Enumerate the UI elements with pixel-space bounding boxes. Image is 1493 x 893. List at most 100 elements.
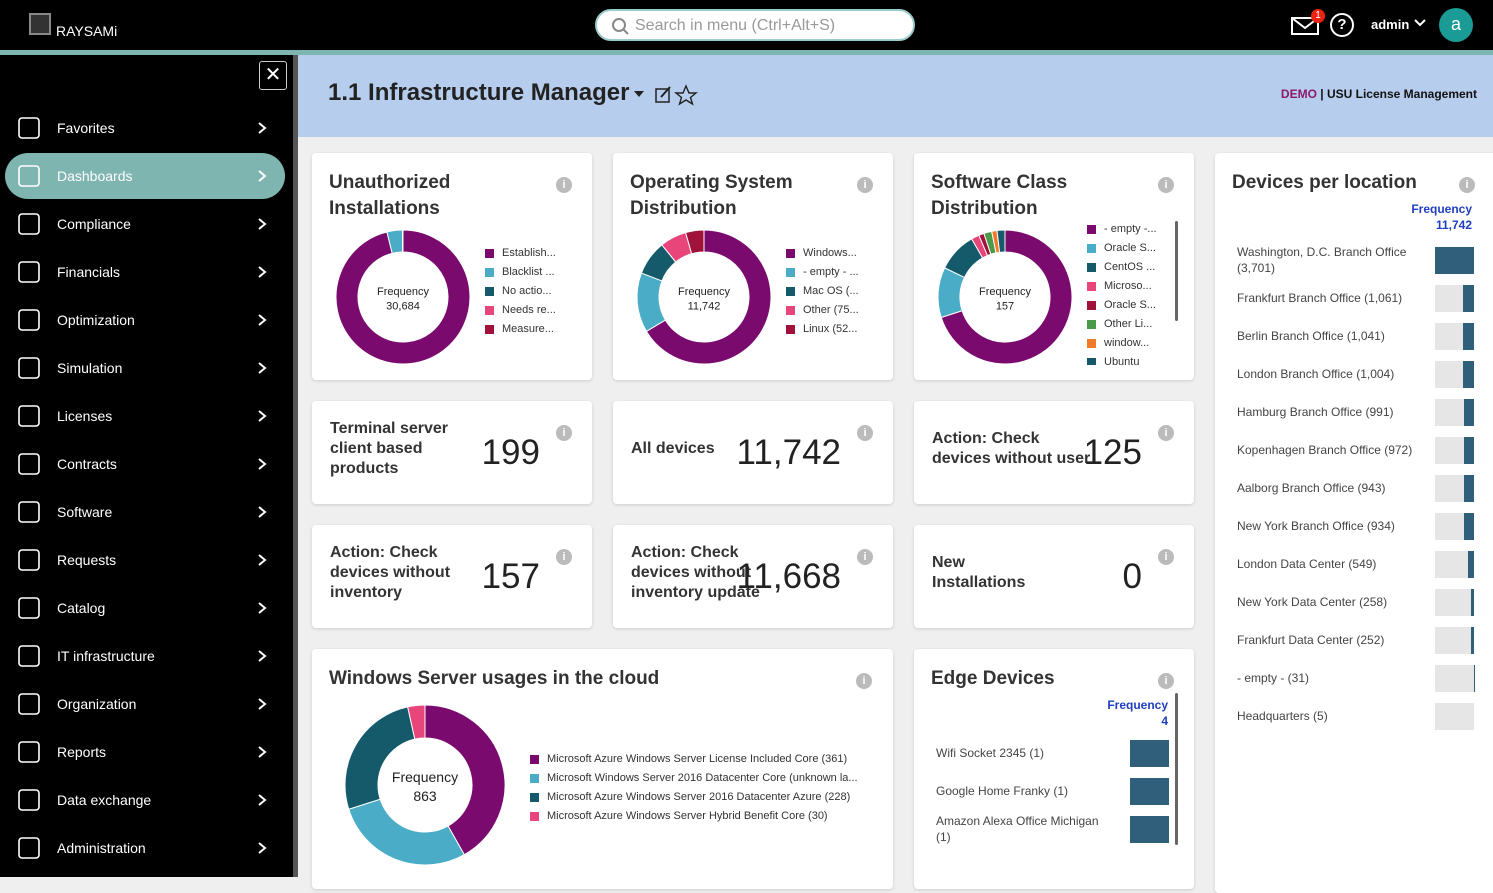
bar[interactable] [1463, 323, 1474, 350]
nav-icon-shape [19, 310, 39, 330]
legend-item[interactable]: Microsoft Windows Server 2016 Datacenter… [530, 772, 858, 784]
legend-item[interactable]: CentOS ... [1087, 261, 1155, 273]
bar[interactable] [1130, 816, 1169, 843]
donut-segment [349, 799, 465, 865]
info-icon[interactable]: i [857, 425, 873, 441]
legend-item[interactable]: Microso... [1087, 280, 1152, 292]
nav-item[interactable]: Reports [5, 729, 285, 775]
legend-item[interactable]: window... [1087, 337, 1149, 349]
info-icon[interactable]: i [1158, 549, 1174, 565]
nav-item[interactable]: Licenses [5, 393, 285, 439]
bar[interactable] [1130, 740, 1169, 767]
legend-item[interactable]: Microsoft Azure Windows Server 2016 Data… [530, 791, 850, 803]
info-icon[interactable]: i [556, 177, 572, 193]
info-icon[interactable]: i [856, 673, 872, 689]
nav-item[interactable]: Dashboards [5, 153, 285, 199]
nav-item[interactable]: Administration [5, 825, 285, 871]
help-icon[interactable]: ? [1330, 13, 1354, 37]
nav-item[interactable]: Catalog [5, 585, 285, 631]
bar[interactable] [1130, 778, 1169, 805]
close-sidebar[interactable]: ✕ [259, 61, 287, 90]
kpi-value: 157 [482, 557, 540, 597]
brand: DEMO | USU License Management [1281, 87, 1477, 101]
avatar[interactable]: a [1439, 8, 1473, 42]
legend-item[interactable]: - empty - ... [786, 266, 859, 278]
info-icon[interactable]: i [857, 549, 873, 565]
bar[interactable] [1468, 551, 1474, 578]
bar[interactable] [1435, 247, 1474, 274]
bar-label: New York Branch Office (934) [1237, 507, 1427, 545]
user-name[interactable]: admin [1371, 17, 1409, 32]
info-icon[interactable]: i [1158, 673, 1174, 689]
nav-item[interactable]: IT infrastructure [5, 633, 285, 679]
legend-label: Microsoft Azure Windows Server 2016 Data… [547, 791, 850, 803]
legend-item[interactable]: Measure... [485, 323, 554, 335]
legend-label: Microsoft Azure Windows Server License I… [547, 753, 847, 765]
donut-total: 11,742 [688, 301, 721, 313]
nav-item[interactable]: Contracts [5, 441, 285, 487]
info-icon[interactable]: i [556, 549, 572, 565]
legend-item[interactable]: Establish... [485, 247, 556, 259]
nav-label: Dashboards [57, 168, 257, 184]
title-actions[interactable] [632, 83, 698, 107]
kpi-value: 0 [1123, 557, 1142, 597]
notification-badge: 1 [1311, 9, 1325, 23]
bar[interactable] [1464, 437, 1474, 464]
nav-item[interactable]: Compliance [5, 201, 285, 247]
nav-icon [17, 404, 41, 428]
nav-item[interactable]: Favorites [5, 105, 285, 151]
nav-item[interactable]: Requests [5, 537, 285, 583]
legend-item[interactable]: Mac OS (... [786, 285, 859, 297]
bar[interactable] [1463, 361, 1474, 388]
bar[interactable] [1471, 589, 1474, 616]
search-box[interactable]: Search in menu (Ctrl+Alt+S) [595, 9, 915, 41]
info-icon[interactable]: i [857, 177, 873, 193]
bar[interactable] [1464, 399, 1474, 426]
legend-item[interactable]: Microsoft Azure Windows Server License I… [530, 753, 847, 765]
legend-swatch [1087, 244, 1096, 253]
chevron [259, 699, 265, 709]
legend-item[interactable]: Microsoft Azure Windows Server Hybrid Be… [530, 810, 828, 822]
info-icon[interactable]: i [1459, 177, 1475, 193]
nav-chevron [257, 841, 267, 855]
info-icon[interactable]: i [1158, 425, 1174, 441]
nav-item[interactable]: Organization [5, 681, 285, 727]
nav-chevron [257, 121, 267, 135]
legend-item[interactable]: Windows... [786, 247, 857, 259]
legend-item[interactable]: Ubuntu [1087, 356, 1139, 365]
nav-item[interactable]: Optimization [5, 297, 285, 343]
nav-item[interactable]: Software [5, 489, 285, 535]
legend-scroll: - empty -... Oracle S... CentOS ... Microso… [914, 153, 1194, 365]
legend-item[interactable]: - empty -... [1087, 223, 1157, 235]
nav-label: Organization [57, 696, 257, 712]
card-title: Edge Devices [931, 666, 1131, 692]
legend-item[interactable]: No actio... [485, 285, 552, 297]
info-icon[interactable]: i [556, 425, 572, 441]
bar[interactable] [1471, 627, 1474, 654]
chevron [259, 363, 265, 373]
legend-item[interactable]: Blacklist ... [485, 266, 555, 278]
legend-item[interactable]: Oracle S... [1087, 299, 1156, 311]
legend-item[interactable]: Linux (52... [786, 323, 857, 335]
legend-item[interactable]: Other (75... [786, 304, 859, 316]
nav-item[interactable]: Simulation [5, 345, 285, 391]
nav-icon [17, 548, 41, 572]
user-caret[interactable] [1413, 18, 1427, 28]
legend-item[interactable]: Needs re... [485, 304, 556, 316]
legend-item[interactable]: Oracle S... [1087, 242, 1156, 254]
bar[interactable] [1464, 513, 1474, 540]
kpi-value: 11,742 [737, 433, 841, 473]
nav-item[interactable]: Financials [5, 249, 285, 295]
bar[interactable] [1463, 285, 1474, 312]
nav-chevron [257, 169, 267, 183]
bar[interactable] [1464, 475, 1474, 502]
nav-item[interactable]: Data exchange [5, 777, 285, 823]
nav-label: IT infrastructure [57, 648, 257, 664]
legend-item[interactable]: Other Li... [1087, 318, 1152, 330]
search-placeholder: Search in menu (Ctrl+Alt+S) [635, 17, 835, 35]
nav-icon-shape [19, 214, 39, 234]
